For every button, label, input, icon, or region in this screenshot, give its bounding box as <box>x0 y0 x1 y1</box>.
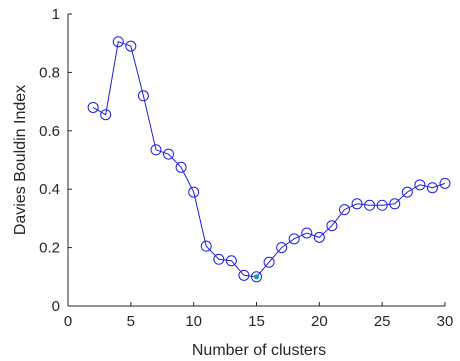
data-point <box>87 101 99 113</box>
x-tick-label: 0 <box>64 313 72 330</box>
data-point <box>326 220 338 232</box>
y-tick-label: 0.2 <box>39 240 60 257</box>
x-tick-label: 25 <box>374 313 391 330</box>
data-point <box>137 90 149 102</box>
data-point <box>175 161 187 173</box>
data-point <box>213 253 225 265</box>
x-tick-label: 30 <box>437 313 454 330</box>
data-point <box>251 271 262 283</box>
plot-area: 0 5 10 15 20 25 30 0 0.2 0.4 0.6 0.8 1 <box>39 6 453 330</box>
x-tick-label: 10 <box>185 313 202 330</box>
x-tick-label: 5 <box>127 313 135 330</box>
x-axis-label: Number of clusters <box>192 342 326 359</box>
y-axis-label: Davies Bouldin Index <box>12 85 29 235</box>
highlight-point <box>253 274 260 280</box>
data-point <box>238 269 250 281</box>
data-point <box>276 242 288 254</box>
data-point <box>225 255 237 267</box>
y-tick-label: 1 <box>52 6 60 23</box>
y-tick-label: 0.6 <box>39 123 60 140</box>
data-point <box>439 177 451 189</box>
data-point <box>376 199 388 211</box>
data-point <box>389 198 401 210</box>
data-point <box>125 40 137 52</box>
data-point <box>401 186 413 198</box>
data-point <box>313 231 325 243</box>
data-point <box>414 179 426 191</box>
data-point <box>100 109 112 121</box>
data-point <box>200 240 212 252</box>
x-tick-label: 20 <box>311 313 328 330</box>
y-tick-label: 0.8 <box>39 64 60 81</box>
data-point <box>338 204 350 216</box>
data-point <box>150 144 162 156</box>
data-point <box>163 148 175 160</box>
data-point <box>364 199 376 211</box>
data-point <box>351 198 363 210</box>
y-tick-label: 0 <box>52 298 60 315</box>
y-tick-label: 0.4 <box>39 181 60 198</box>
data-point <box>188 186 200 198</box>
series-line <box>92 41 446 278</box>
data-point <box>426 182 438 194</box>
x-tick-label: 15 <box>248 313 265 330</box>
data-point <box>288 233 300 245</box>
data-point <box>263 256 275 268</box>
data-point <box>301 227 313 239</box>
data-point <box>112 36 124 48</box>
